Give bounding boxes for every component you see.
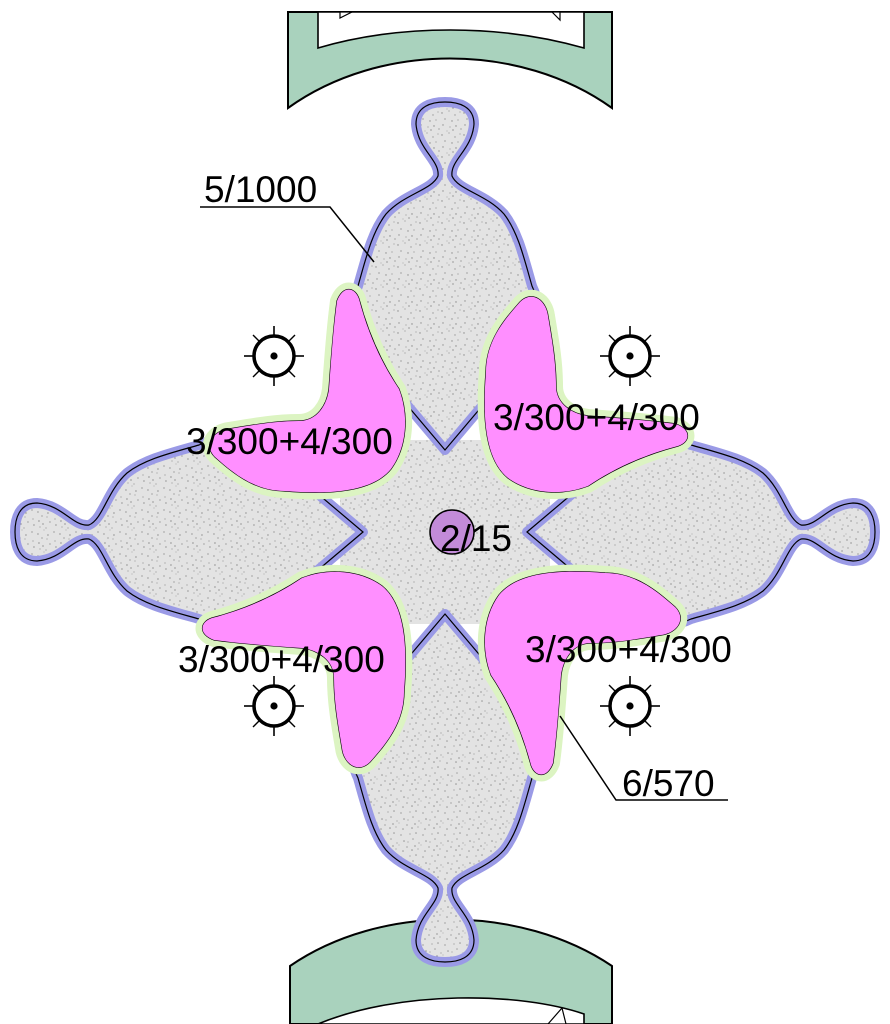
- tree-symbol-icon: [598, 324, 662, 388]
- label-lower-left: 3/300+4/300: [178, 639, 385, 680]
- label-6-570: 6/570: [622, 763, 715, 804]
- tree-symbol-icon: [242, 674, 306, 738]
- top-border-band: [287, 11, 613, 110]
- label-center: 2/15: [440, 518, 512, 559]
- label-upper-left: 3/300+4/300: [186, 421, 393, 462]
- label-upper-right: 3/300+4/300: [493, 397, 700, 438]
- tree-symbol-icon: [598, 674, 662, 738]
- leader-lines: [200, 206, 728, 801]
- label-lower-right: 3/300+4/300: [525, 629, 732, 670]
- bottom-border-band: [289, 918, 613, 1024]
- label-5-1000: 5/1000: [204, 169, 317, 210]
- center-dot: [429, 509, 475, 555]
- tree-symbol-icon: [242, 324, 306, 388]
